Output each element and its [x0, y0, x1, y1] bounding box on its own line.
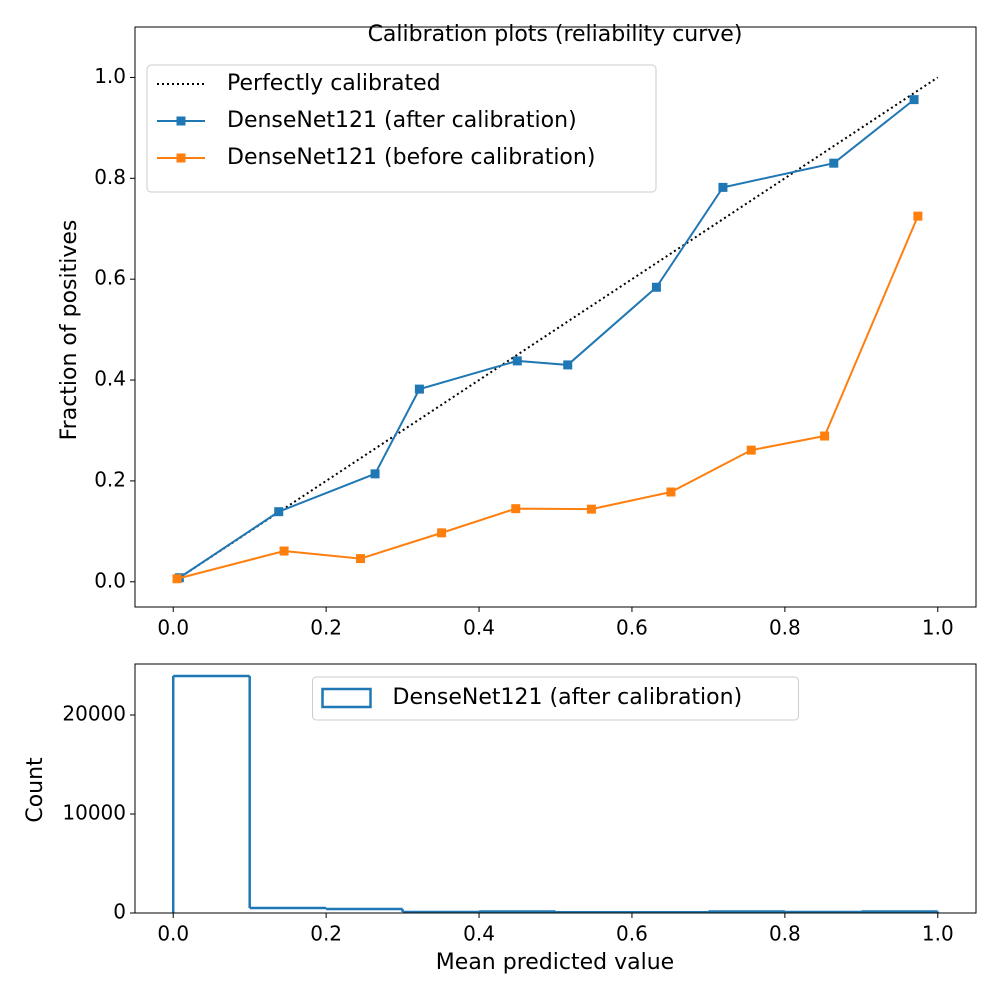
y-tick-label: 1.0 — [94, 64, 126, 88]
x-tick-label: 0.8 — [769, 922, 801, 946]
legend-marker — [176, 116, 186, 126]
line — [176, 215, 919, 580]
x-tick-label: 0.2 — [310, 616, 342, 640]
y-tick-label: 20000 — [62, 701, 126, 725]
chart-title: Calibration plots (reliability curve) — [368, 22, 743, 47]
marker — [586, 504, 596, 514]
marker — [563, 360, 573, 370]
y-tick-label: 0.0 — [94, 568, 126, 592]
marker — [718, 182, 728, 192]
axes-frame — [134, 663, 977, 914]
marker — [172, 574, 182, 584]
x-tick-label: 1.0 — [922, 922, 954, 946]
legend-marker — [176, 153, 186, 163]
y-axis-label: Count — [23, 757, 48, 823]
legend-label: Perfectly calibrated — [227, 71, 441, 96]
marker — [829, 158, 839, 168]
x-tick-label: 0.6 — [616, 616, 648, 640]
x-tick-label: 0.4 — [463, 922, 495, 946]
marker — [909, 95, 919, 105]
legend-box — [146, 64, 657, 193]
axes-frame — [134, 26, 977, 608]
legend-label: DenseNet121 (before calibration) — [227, 145, 595, 170]
x-tick-label: 0.2 — [310, 922, 342, 946]
y-tick-label: 0 — [113, 900, 126, 924]
marker — [356, 554, 366, 564]
marker — [512, 356, 522, 366]
marker — [913, 211, 923, 221]
y-tick-label: 0.6 — [94, 266, 126, 290]
x-tick-label: 1.0 — [922, 616, 954, 640]
y-tick-label: 10000 — [62, 800, 126, 824]
x-axis-label: Mean predicted value — [436, 950, 674, 975]
x-tick-label: 0.6 — [616, 922, 648, 946]
marker — [511, 504, 521, 514]
y-tick-label: 0.4 — [94, 367, 126, 391]
legend-label: DenseNet121 (after calibration) — [393, 685, 743, 710]
x-tick-label: 0.0 — [157, 922, 189, 946]
marker — [274, 507, 284, 517]
legend-box — [312, 676, 799, 721]
marker — [279, 546, 289, 556]
marker — [651, 282, 661, 292]
x-tick-label: 0.0 — [157, 616, 189, 640]
marker — [666, 487, 676, 497]
legend-swatch — [321, 687, 372, 709]
y-tick-label: 0.8 — [94, 165, 126, 189]
y-tick-label: 0.2 — [94, 467, 126, 491]
marker — [746, 445, 756, 455]
x-tick-label: 0.8 — [769, 616, 801, 640]
y-axis-label: Fraction of positives — [57, 220, 82, 441]
legend-label: DenseNet121 (after calibration) — [227, 108, 577, 133]
x-tick-label: 0.4 — [463, 616, 495, 640]
marker — [370, 469, 380, 479]
marker — [820, 431, 830, 441]
marker — [414, 384, 424, 394]
marker — [437, 528, 447, 538]
line — [178, 98, 915, 579]
